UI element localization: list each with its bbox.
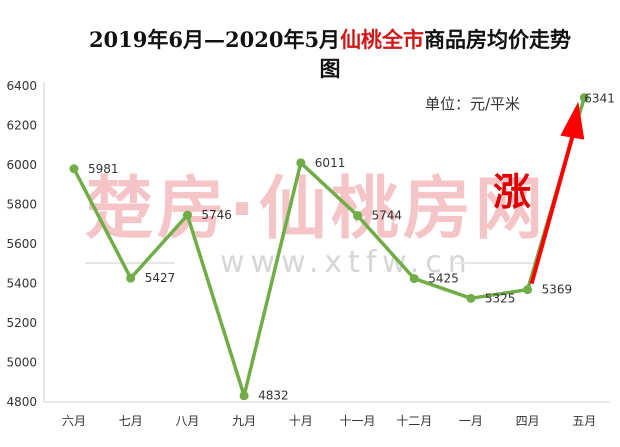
data-point (523, 285, 533, 295)
title-part2: 商品房均价走势 (424, 27, 571, 52)
y-tick-label: 5200 (6, 316, 37, 330)
chart-title-line1: 2019年6月—2020年5月仙桃全市商品房均价走势 (89, 27, 571, 52)
x-tick-label: 四月 (516, 414, 540, 428)
x-tick-label: 一月 (459, 414, 483, 428)
data-label: 5746 (201, 208, 232, 222)
x-tick-label: 八月 (175, 414, 199, 428)
y-tick-label: 6000 (6, 158, 37, 172)
data-label: 6011 (315, 156, 346, 170)
y-tick-label: 5600 (6, 237, 37, 251)
data-label: 5425 (428, 272, 459, 286)
y-tick-labels: 4800 5000 5200 5400 5600 5800 6000 6200 6400 (6, 79, 37, 409)
y-tick-label: 4800 (6, 395, 37, 409)
arrow-shaft (529, 129, 577, 285)
watermark-underline-right (455, 262, 535, 264)
data-labels: 5981 5427 5746 4832 6011 5744 5425 5325 5369 6341 (88, 92, 615, 403)
data-label: 5325 (485, 291, 516, 305)
x-tick-label: 五月 (572, 414, 596, 428)
unit-label: 单位：元/平米 (425, 95, 520, 113)
data-point (353, 211, 362, 221)
data-point (409, 274, 419, 284)
y-tick-label: 6200 (6, 119, 37, 133)
x-tick-labels: 六月 七月 八月 九月 十月 十一月 十二月 一月 四月 五月 (62, 414, 596, 428)
watermark-cn: 楚房·仙桃房网 (85, 170, 547, 249)
x-tick-label: 十月 (289, 414, 313, 428)
data-label: 5369 (542, 283, 573, 297)
x-tick-label: 九月 (232, 414, 256, 428)
data-point (466, 293, 476, 303)
data-point (69, 164, 79, 174)
y-tick-label: 6400 (6, 79, 37, 93)
rise-arrow (529, 101, 585, 285)
data-label: 5744 (372, 209, 403, 223)
data-point (579, 93, 589, 103)
y-tick-label: 5400 (6, 277, 37, 291)
y-tick-label: 5800 (6, 198, 37, 212)
data-point (239, 391, 249, 401)
watermark-underline-left (85, 262, 175, 264)
title-highlight: 仙桃全市 (340, 27, 424, 52)
data-points (69, 93, 589, 401)
x-tick-label: 七月 (119, 414, 143, 428)
data-point (182, 210, 192, 220)
data-point (126, 273, 136, 283)
x-tick-label: 六月 (62, 414, 86, 428)
y-tick-label: 5000 (6, 356, 37, 370)
series-line (72, 97, 586, 398)
data-point (296, 158, 306, 168)
watermark-en: www.xtfw.cn (220, 245, 473, 280)
title-part1: 2019年6月—2020年5月 (89, 27, 340, 52)
series-polyline (72, 97, 586, 398)
data-label: 5427 (145, 271, 176, 285)
x-tick-label: 十二月 (396, 414, 432, 428)
rise-annotation: 涨 (493, 170, 531, 214)
data-label: 5981 (88, 162, 119, 176)
x-tick-label: 十一月 (339, 414, 375, 428)
chart-title-line2: 图 (320, 56, 341, 81)
arrow-head (560, 101, 585, 140)
data-label: 6341 (584, 92, 615, 106)
data-label: 4832 (258, 389, 289, 403)
